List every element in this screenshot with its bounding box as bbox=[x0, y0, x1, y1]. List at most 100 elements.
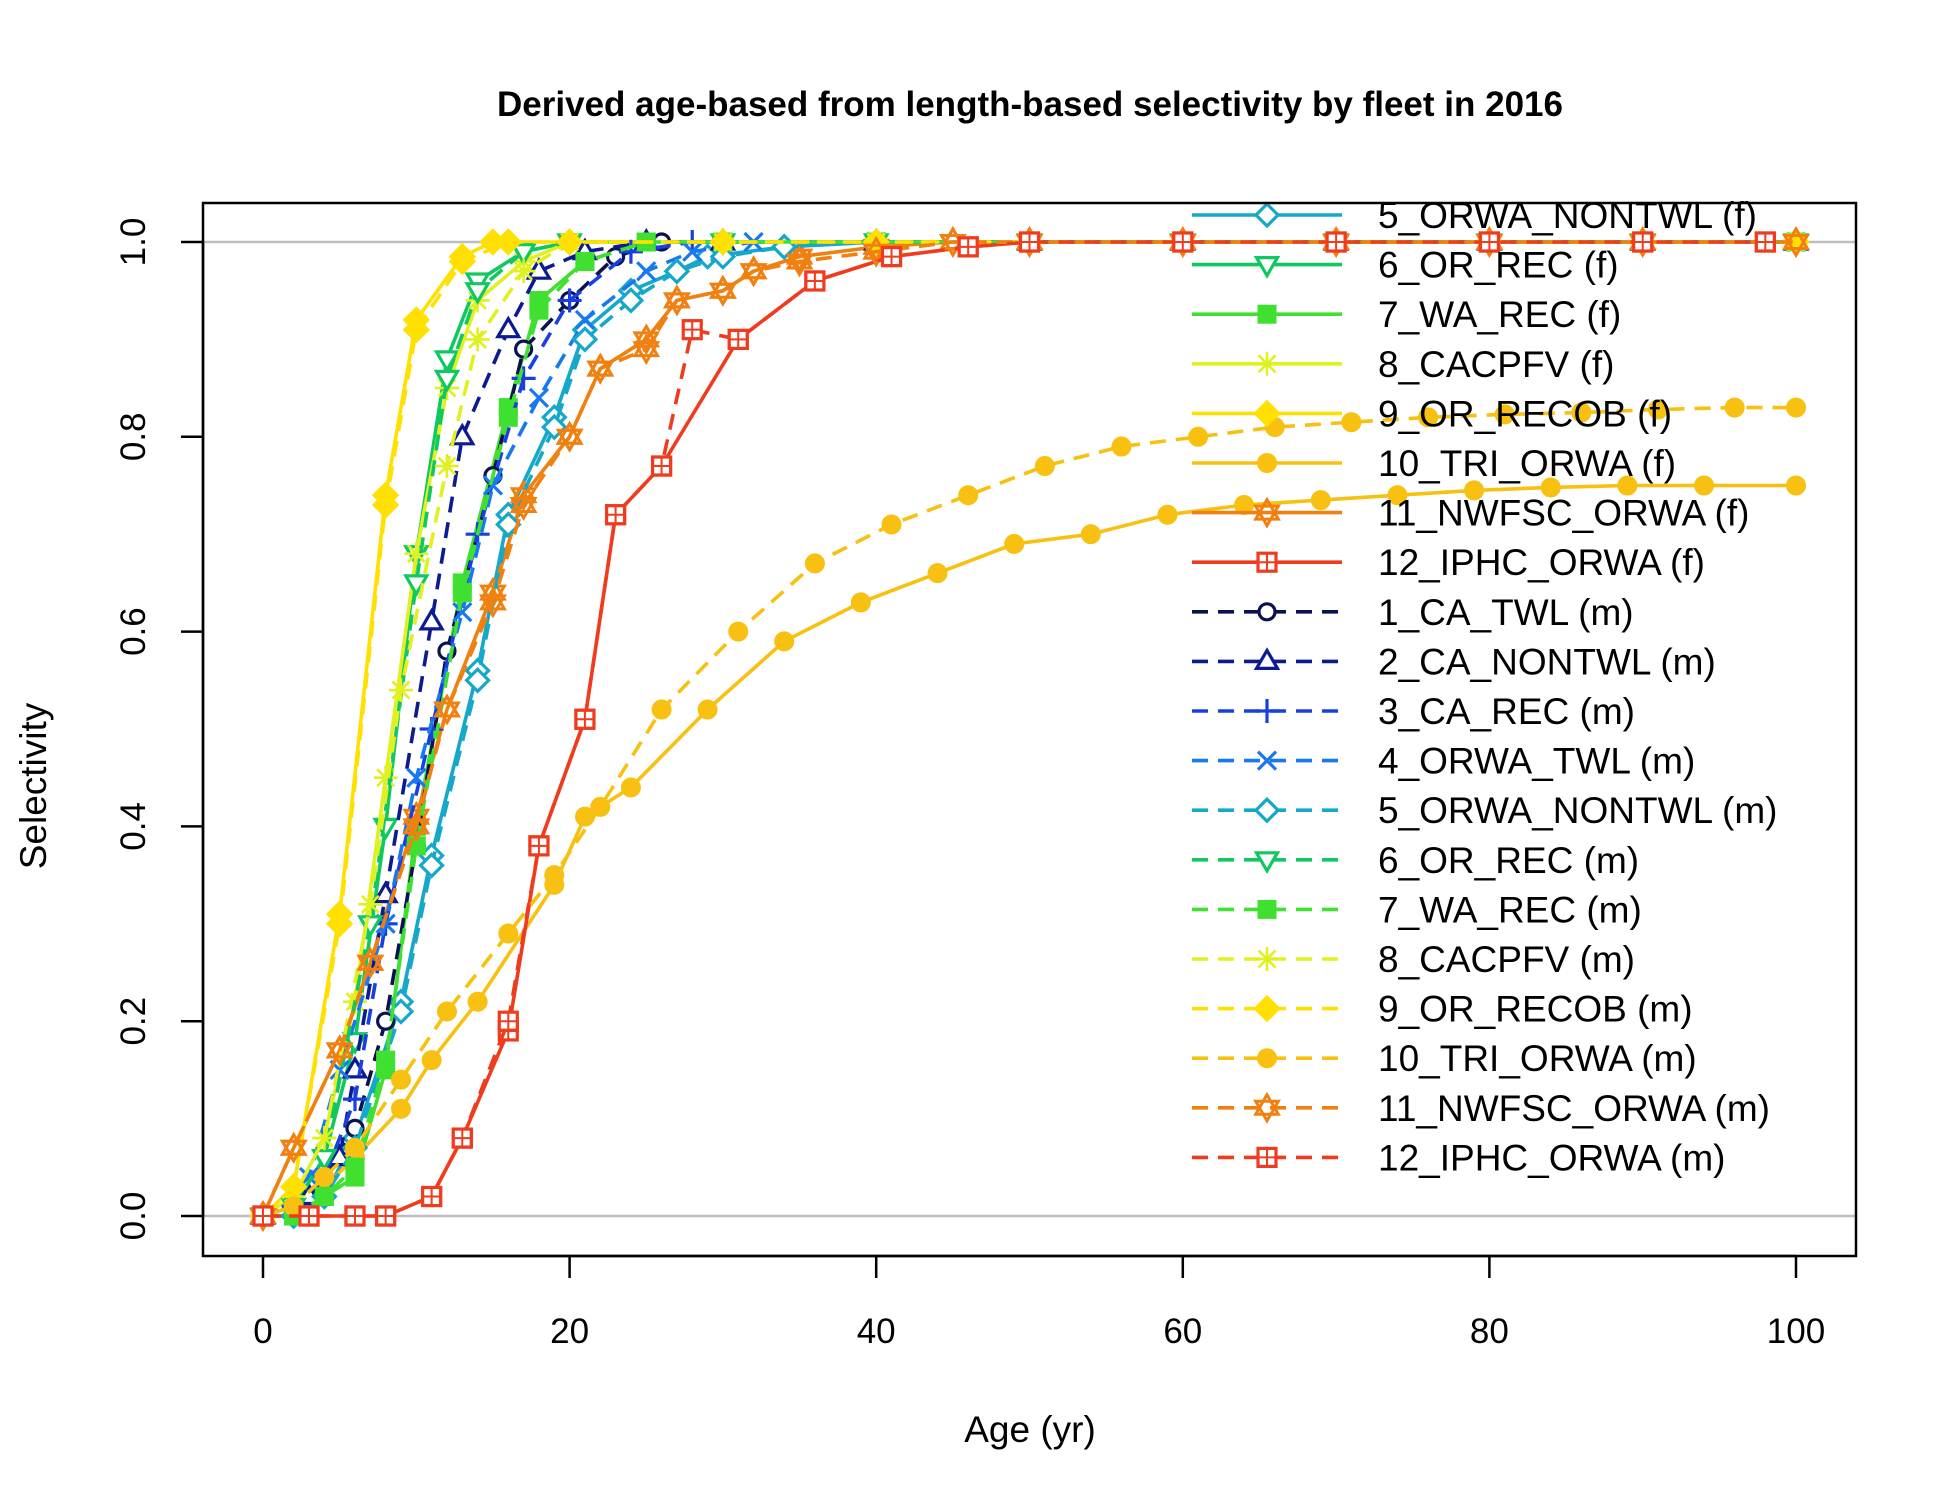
legend-label: 12_IPHC_ORWA (f) bbox=[1378, 542, 1705, 583]
legend-marker bbox=[1257, 304, 1277, 324]
legend-entry-16: 9_OR_RECOB (m) bbox=[1192, 989, 1693, 1030]
data-point bbox=[850, 592, 871, 613]
legend-entry-19: 12_IPHC_ORWA (m) bbox=[1192, 1137, 1725, 1178]
data-point bbox=[356, 946, 385, 979]
legend-entry-10: 3_CA_REC (m) bbox=[1192, 691, 1635, 732]
data-point bbox=[390, 1098, 411, 1119]
data-point bbox=[452, 601, 473, 623]
data-point bbox=[497, 1010, 519, 1032]
legend-marker bbox=[1255, 699, 1279, 723]
legend-label: 10_TRI_ORWA (f) bbox=[1378, 443, 1676, 484]
data-point bbox=[511, 366, 536, 391]
data-point bbox=[342, 1087, 367, 1112]
legend-label: 7_WA_REC (f) bbox=[1378, 294, 1621, 335]
legend-entry-3: 8_CACPFV (f) bbox=[1192, 344, 1614, 385]
data-point bbox=[880, 246, 903, 268]
data-point bbox=[436, 1001, 457, 1022]
data-point bbox=[881, 514, 902, 535]
series-layer bbox=[249, 225, 1810, 1232]
data-point bbox=[708, 274, 737, 307]
data-point bbox=[529, 300, 549, 320]
data-point bbox=[1782, 226, 1810, 258]
legend-entry-13: 6_OR_REC (m) bbox=[1192, 840, 1639, 881]
data-point bbox=[617, 287, 645, 314]
data-point bbox=[528, 387, 550, 408]
x-tick-label: 60 bbox=[1163, 1312, 1202, 1351]
data-point bbox=[1387, 485, 1408, 506]
data-point bbox=[371, 491, 400, 519]
chart-title: Derived age-based from length-based sele… bbox=[497, 85, 1563, 124]
data-point bbox=[1080, 524, 1101, 545]
data-point bbox=[433, 369, 461, 393]
data-point bbox=[404, 541, 429, 566]
y-tick-label: 0.2 bbox=[114, 997, 153, 1046]
legend-label: 6_OR_REC (m) bbox=[1378, 840, 1639, 881]
data-point bbox=[1172, 231, 1194, 253]
legend-label: 8_CACPFV (m) bbox=[1378, 939, 1635, 980]
series-5 bbox=[253, 475, 1806, 1226]
legend-entry-17: 10_TRI_ORWA (m) bbox=[1192, 1038, 1697, 1079]
legend-entry-7: 12_IPHC_ORWA (f) bbox=[1192, 542, 1705, 583]
x-tick-label: 100 bbox=[1767, 1312, 1825, 1351]
x-axis-label: Age (yr) bbox=[964, 1409, 1096, 1450]
data-point bbox=[402, 315, 431, 344]
data-point bbox=[663, 257, 691, 285]
data-point bbox=[557, 288, 582, 313]
legend-label: 5_ORWA_NONTWL (m) bbox=[1378, 790, 1777, 831]
legend-entry-1: 6_OR_REC (f) bbox=[1192, 245, 1619, 286]
data-point bbox=[681, 319, 703, 341]
data-point bbox=[510, 243, 537, 266]
data-point bbox=[525, 257, 553, 280]
data-point bbox=[452, 583, 472, 603]
data-point bbox=[482, 475, 504, 496]
data-point bbox=[467, 991, 488, 1012]
data-point bbox=[727, 328, 749, 350]
x-axis: 0 20 40 60 80 100 bbox=[253, 1254, 1825, 1351]
data-point bbox=[574, 309, 596, 331]
data-point bbox=[1188, 426, 1209, 447]
data-point bbox=[1341, 412, 1362, 433]
data-point bbox=[451, 1127, 473, 1149]
data-point bbox=[709, 228, 737, 256]
legend-marker bbox=[1253, 256, 1281, 279]
data-point bbox=[544, 865, 565, 886]
data-point bbox=[498, 407, 518, 427]
legend-entry-12: 5_ORWA_NONTWL (m) bbox=[1192, 790, 1777, 831]
data-point bbox=[1571, 402, 1592, 423]
data-point bbox=[1786, 475, 1806, 496]
legend-marker bbox=[1253, 796, 1281, 824]
data-point bbox=[651, 699, 672, 720]
legend-marker bbox=[1256, 1146, 1278, 1169]
data-point bbox=[957, 236, 979, 258]
data-point bbox=[314, 1167, 335, 1188]
data-point bbox=[1617, 475, 1638, 496]
data-point bbox=[1694, 475, 1715, 496]
data-point bbox=[345, 1157, 365, 1177]
data-point bbox=[1724, 397, 1745, 418]
data-point bbox=[1004, 533, 1025, 554]
legend-marker bbox=[1257, 899, 1277, 919]
legend-label: 10_TRI_ORWA (m) bbox=[1378, 1038, 1697, 1079]
x-tick-label: 0 bbox=[253, 1312, 272, 1351]
legend-marker bbox=[1257, 602, 1277, 622]
data-point bbox=[1648, 399, 1669, 420]
legend-marker bbox=[1256, 750, 1278, 771]
legend-label: 9_OR_RECOB (f) bbox=[1378, 393, 1672, 434]
legend-marker bbox=[1253, 496, 1281, 529]
legend-marker bbox=[1256, 551, 1278, 573]
data-point bbox=[325, 910, 354, 938]
data-point bbox=[344, 1205, 366, 1227]
legend-label: 3_CA_REC (m) bbox=[1378, 691, 1635, 732]
legend-label: 11_NWFSC_ORWA (f) bbox=[1378, 493, 1749, 534]
data-point bbox=[555, 228, 584, 256]
data-point bbox=[494, 228, 523, 256]
data-point bbox=[1157, 504, 1178, 525]
y-axis: 0.0 0.2 0.4 0.6 0.8 1.0 bbox=[114, 218, 205, 1240]
series-line-18 bbox=[261, 240, 1796, 1217]
legend-marker bbox=[1255, 351, 1279, 376]
legend-marker bbox=[1257, 453, 1277, 473]
data-point bbox=[1494, 404, 1515, 425]
legend-label: 7_WA_REC (m) bbox=[1378, 889, 1642, 930]
legend-entry-11: 4_ORWA_TWL (m) bbox=[1192, 741, 1695, 782]
